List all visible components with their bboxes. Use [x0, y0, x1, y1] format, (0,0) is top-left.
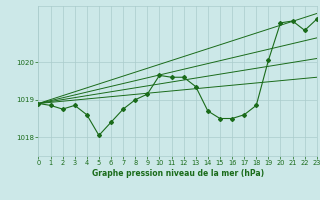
X-axis label: Graphe pression niveau de la mer (hPa): Graphe pression niveau de la mer (hPa)	[92, 169, 264, 178]
